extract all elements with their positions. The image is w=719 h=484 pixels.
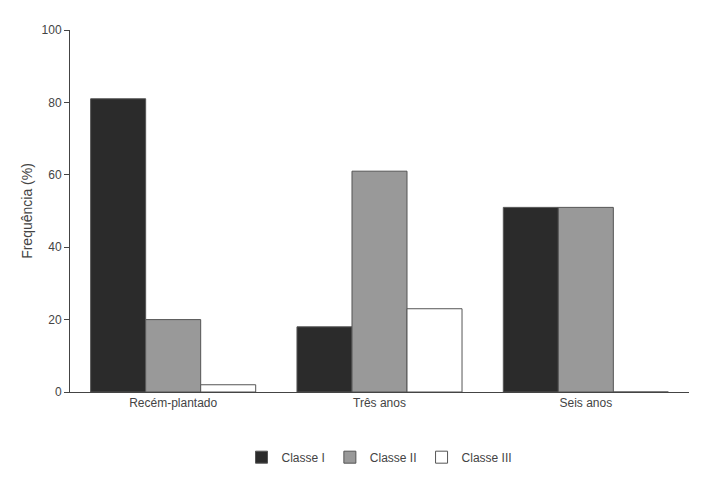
svg-text:0: 0 [55, 385, 62, 399]
svg-text:Frequência (%): Frequência (%) [19, 163, 35, 259]
svg-text:Três anos: Três anos [353, 396, 406, 410]
svg-text:Recém-plantado: Recém-plantado [129, 396, 217, 410]
svg-text:100: 100 [42, 23, 62, 37]
svg-text:40: 40 [48, 240, 62, 254]
svg-text:Seis anos: Seis anos [559, 396, 612, 410]
svg-text:60: 60 [48, 168, 62, 182]
svg-text:Classe II: Classe II [370, 451, 417, 465]
svg-text:Classe III: Classe III [462, 451, 512, 465]
svg-text:20: 20 [48, 313, 62, 327]
svg-text:80: 80 [48, 96, 62, 110]
svg-text:Classe I: Classe I [282, 451, 325, 465]
